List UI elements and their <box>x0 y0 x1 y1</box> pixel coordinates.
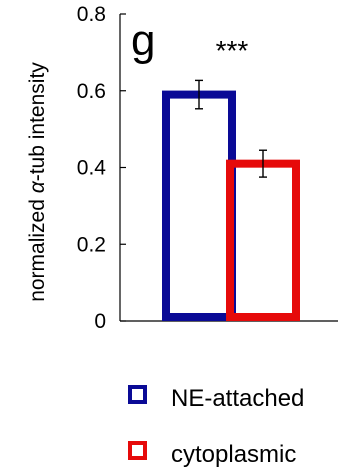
significance-label: *** <box>216 35 249 66</box>
y-tick-label: 0.6 <box>77 80 106 103</box>
legend-label: NE-attached <box>171 385 304 412</box>
y-tick-label: 0 <box>94 310 106 333</box>
legend-label: cytoplasmic <box>171 441 296 468</box>
legend-swatch <box>128 441 147 460</box>
y-tick-label: 0.4 <box>77 157 107 180</box>
legend: NE-attached cytoplasmic <box>128 385 304 468</box>
y-axis-label-suffix: -tub intensity <box>26 62 49 182</box>
y-tick-label: 0.8 <box>77 3 106 26</box>
bar-ne-attached <box>162 90 236 322</box>
y-axis-label-symbol: α <box>26 180 49 193</box>
y-ticks: 0 0.2 0.4 0.6 0.8 <box>77 3 126 333</box>
bars <box>162 90 300 322</box>
y-axis-label: normalized α-tub intensity <box>26 62 49 302</box>
error-bars <box>195 79 267 178</box>
panel-label: g <box>131 16 155 65</box>
bar-cytoplasmic <box>226 159 300 321</box>
y-axis-label-prefix: normalized <box>26 193 49 302</box>
legend-swatch <box>128 385 147 404</box>
y-tick-label: 0.2 <box>77 233 106 256</box>
